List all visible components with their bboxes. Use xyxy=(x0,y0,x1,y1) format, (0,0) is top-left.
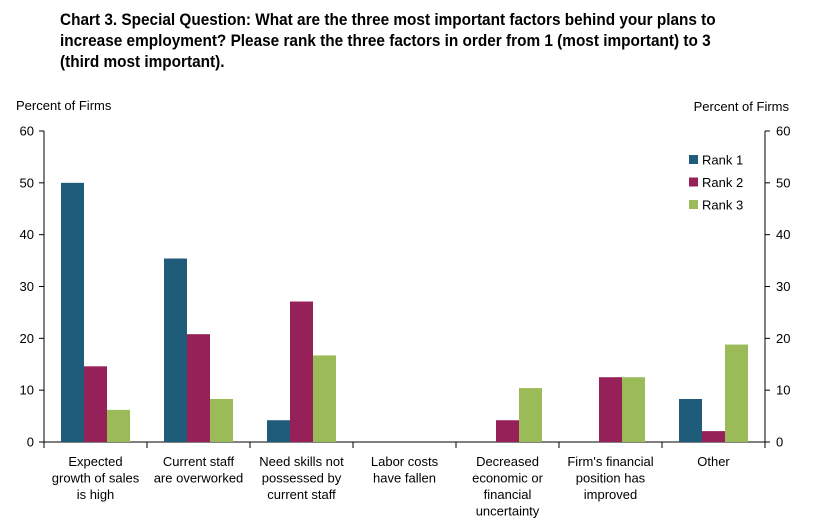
legend-swatch-rank-1 xyxy=(689,155,698,164)
bar-rank-1 xyxy=(164,258,187,442)
bar-rank-1 xyxy=(61,182,84,443)
x-category-label: Labor costs have fallen xyxy=(371,454,439,486)
bar-rank-2 xyxy=(496,420,519,442)
y-tick-label-right: 60 xyxy=(776,124,790,139)
bar-rank-2 xyxy=(290,301,313,442)
bar-rank-3 xyxy=(107,409,130,442)
chart-title: Chart 3. Special Question: What are the … xyxy=(60,11,716,71)
y-tick-label-left: 10 xyxy=(20,383,34,398)
plot-area: 0 0 10 10 20 20 30 30 40 40 50 50 60 60 Expected growth… xyxy=(20,124,791,519)
bar-rank-3 xyxy=(725,344,748,442)
legend-swatch-rank-2 xyxy=(689,177,698,187)
bar-rank-3 xyxy=(519,388,542,442)
legend-label: Rank 3 xyxy=(702,198,743,213)
y-tick-label-right: 0 xyxy=(776,435,783,450)
x-category-label: Expected growth of sales is high xyxy=(52,454,140,502)
x-category-label: Current staff are overworked xyxy=(154,454,244,486)
y-axis-title-right: Percent of Firms xyxy=(694,99,790,114)
y-tick-label-right: 50 xyxy=(776,175,790,190)
y-tick-label-right: 40 xyxy=(776,227,790,242)
y-tick-label-left: 60 xyxy=(20,124,34,139)
y-tick-label-left: 0 xyxy=(27,435,34,450)
y-tick-label-right: 10 xyxy=(776,383,790,398)
x-category-label: Decreased economic or financial uncertainty xyxy=(472,454,543,519)
legend-label: Rank 1 xyxy=(702,153,743,168)
x-category-label: Need skills not possessed by current staff xyxy=(259,454,344,502)
bar-rank-3 xyxy=(313,355,336,442)
bar-rank-2 xyxy=(702,431,725,442)
y-tick-label-right: 20 xyxy=(776,331,790,346)
bar-rank-1 xyxy=(267,420,290,442)
bar-rank-1 xyxy=(679,398,702,442)
bar-rank-2 xyxy=(84,366,107,442)
y-tick-label-left: 20 xyxy=(20,331,34,346)
y-tick-label-left: 40 xyxy=(20,227,34,242)
y-tick-label-left: 50 xyxy=(20,175,34,190)
legend-swatch-rank-3 xyxy=(689,200,698,209)
bar-rank-2 xyxy=(599,377,622,442)
y-tick-label-right: 30 xyxy=(776,279,790,294)
x-category-label: Other xyxy=(697,454,730,469)
legend-label: Rank 2 xyxy=(702,175,743,190)
bar-rank-3 xyxy=(210,398,233,442)
x-category-label: Firm's financial position has improved xyxy=(567,454,653,502)
y-axis-title-left: Percent of Firms xyxy=(16,98,112,113)
bar-rank-2 xyxy=(187,334,210,442)
bar-rank-3 xyxy=(622,377,645,442)
y-tick-label-left: 30 xyxy=(20,279,34,294)
